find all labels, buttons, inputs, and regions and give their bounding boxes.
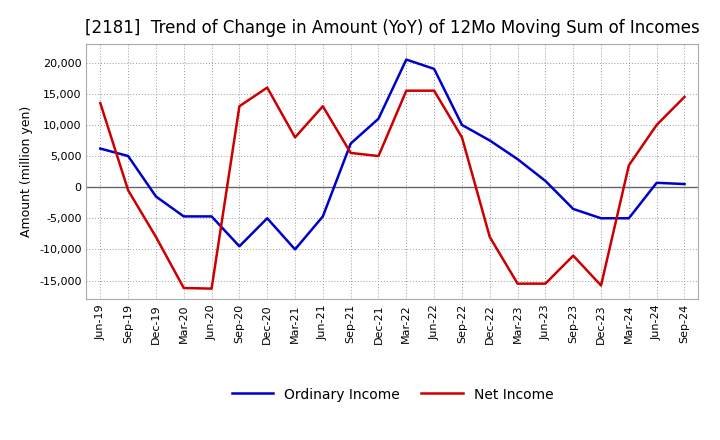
Net Income bbox=[124, 187, 132, 193]
Net Income bbox=[680, 94, 689, 99]
Ordinary Income bbox=[124, 154, 132, 159]
Ordinary Income bbox=[430, 66, 438, 72]
Title: [2181]  Trend of Change in Amount (YoY) of 12Mo Moving Sum of Incomes: [2181] Trend of Change in Amount (YoY) o… bbox=[85, 19, 700, 37]
Ordinary Income bbox=[569, 206, 577, 212]
Net Income bbox=[207, 286, 216, 291]
Ordinary Income bbox=[541, 178, 550, 183]
Net Income bbox=[152, 235, 161, 240]
Ordinary Income bbox=[652, 180, 661, 185]
Net Income bbox=[402, 88, 410, 93]
Ordinary Income bbox=[402, 57, 410, 62]
Net Income bbox=[485, 235, 494, 240]
Net Income bbox=[597, 283, 606, 288]
Ordinary Income bbox=[346, 141, 355, 146]
Net Income bbox=[318, 103, 327, 109]
Net Income bbox=[291, 135, 300, 140]
Ordinary Income bbox=[485, 138, 494, 143]
Ordinary Income bbox=[207, 214, 216, 219]
Net Income bbox=[263, 85, 271, 90]
Ordinary Income bbox=[597, 216, 606, 221]
Net Income bbox=[430, 88, 438, 93]
Net Income bbox=[96, 100, 104, 106]
Net Income bbox=[458, 135, 467, 140]
Line: Net Income: Net Income bbox=[100, 88, 685, 289]
Net Income bbox=[235, 103, 243, 109]
Ordinary Income bbox=[318, 214, 327, 219]
Ordinary Income bbox=[513, 157, 522, 162]
Net Income bbox=[179, 286, 188, 291]
Ordinary Income bbox=[179, 214, 188, 219]
Ordinary Income bbox=[680, 181, 689, 187]
Net Income bbox=[624, 163, 633, 168]
Ordinary Income bbox=[291, 247, 300, 252]
Net Income bbox=[541, 281, 550, 286]
Line: Ordinary Income: Ordinary Income bbox=[100, 59, 685, 249]
Net Income bbox=[374, 154, 383, 159]
Ordinary Income bbox=[458, 122, 467, 128]
Ordinary Income bbox=[235, 244, 243, 249]
Net Income bbox=[346, 150, 355, 156]
Legend: Ordinary Income, Net Income: Ordinary Income, Net Income bbox=[226, 382, 559, 407]
Net Income bbox=[513, 281, 522, 286]
Net Income bbox=[652, 122, 661, 128]
Ordinary Income bbox=[96, 146, 104, 151]
Y-axis label: Amount (million yen): Amount (million yen) bbox=[20, 106, 34, 237]
Ordinary Income bbox=[374, 116, 383, 121]
Net Income bbox=[569, 253, 577, 258]
Ordinary Income bbox=[263, 216, 271, 221]
Ordinary Income bbox=[152, 194, 161, 199]
Ordinary Income bbox=[624, 216, 633, 221]
